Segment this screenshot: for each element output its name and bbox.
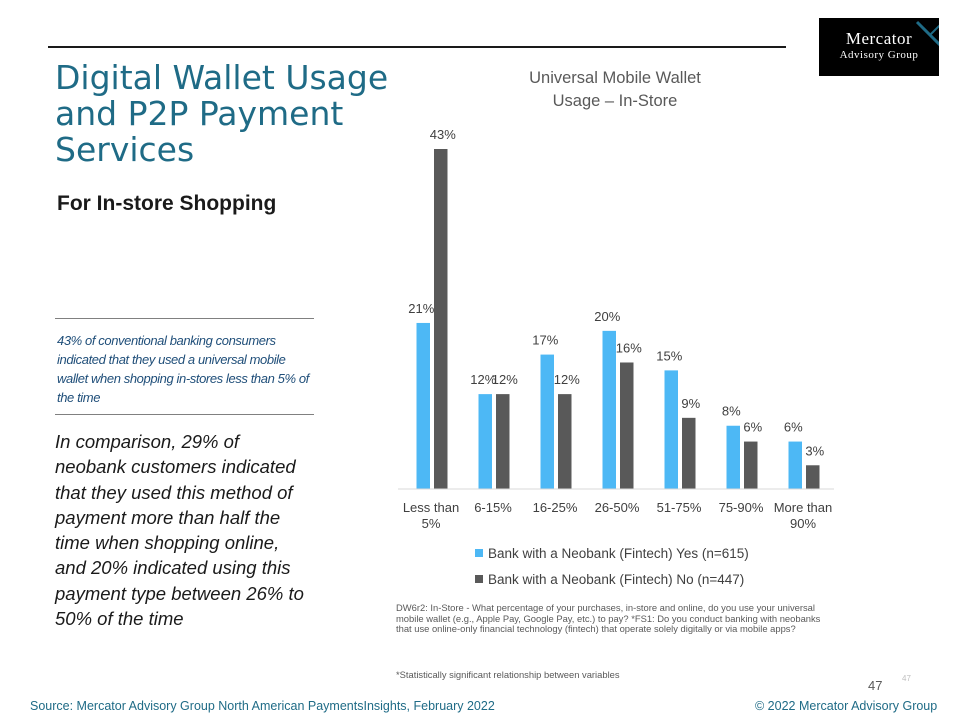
data-label-yes-5: 8% [722, 404, 741, 419]
bar-no-3 [620, 362, 634, 489]
data-label-no-0: 43% [430, 127, 456, 142]
data-label-no-3: 16% [616, 340, 642, 355]
x-tick-labels: Less than 5% 6-15% 16-25% 26-50% 51-75% 75-90%… [403, 500, 832, 531]
chart-title-line: Usage – In-Store [553, 92, 678, 110]
bar-no-5 [744, 441, 758, 489]
callout-bottom-rule [55, 414, 314, 415]
bar-no-6 [806, 465, 820, 489]
bar-yes-1 [478, 394, 492, 489]
bars-layer [416, 149, 820, 489]
data-label-no-5: 6% [743, 420, 762, 435]
comparison-text: In comparison, 29% of neobank customers … [55, 431, 304, 630]
data-label-no-1: 12% [492, 372, 518, 387]
page-title: Digital Wallet Usage and P2P Payment Ser… [55, 58, 389, 169]
data-label-no-2: 12% [554, 372, 580, 387]
legend-label-0: Bank with a Neobank (Fintech) Yes (n=615… [488, 546, 749, 561]
copyright-note: © 2022 Mercator Advisory Group [755, 699, 938, 713]
significance-footnote: *Statistically significant relationship … [396, 669, 620, 680]
chart-title: Universal Mobile Wallet Usage – In-Store [529, 69, 701, 110]
legend-swatch-0 [475, 549, 483, 557]
bar-no-4 [682, 417, 696, 489]
bar-yes-2 [540, 354, 554, 489]
data-label-yes-0: 21% [408, 301, 434, 316]
page-subtitle: For In-store Shopping [57, 192, 277, 215]
bar-yes-4 [664, 370, 678, 489]
data-label-yes-1: 12% [470, 372, 496, 387]
mercator-logo: Mercator Advisory Group [819, 18, 939, 76]
bar-no-2 [558, 394, 572, 489]
x-tick-label-0: Less than 5% [403, 500, 459, 531]
x-tick-label-5: 75-90% [719, 500, 764, 515]
source-note: Source: Mercator Advisory Group North Am… [30, 699, 495, 713]
data-label-yes-4: 15% [656, 348, 682, 363]
logo-line-1: Mercator [845, 29, 913, 48]
data-label-no-4: 9% [681, 396, 700, 411]
bar-yes-5 [726, 425, 740, 489]
data-label-yes-3: 20% [594, 309, 620, 324]
legend-swatch-1 [475, 575, 483, 583]
bar-no-0 [434, 149, 448, 489]
legend: Bank with a Neobank (Fintech) Yes (n=615… [475, 546, 749, 587]
chart-title-line: Universal Mobile Wallet [529, 69, 701, 87]
logo-line-2: Advisory Group [839, 49, 919, 61]
page-number-small: 47 [902, 674, 911, 683]
data-label-yes-6: 6% [784, 420, 803, 435]
x-tick-label-1: 6-15% [474, 500, 512, 515]
x-tick-label-4: 51-75% [657, 500, 702, 515]
x-tick-label-6: More than 90% [774, 500, 833, 531]
data-labels-layer: 21%43%12%12%17%12%20%16%15%9%8%6% 6%3% [408, 127, 824, 458]
data-label-no-6: 3% [805, 443, 824, 458]
bar-yes-6 [788, 441, 802, 489]
callout-top-rule [55, 318, 314, 319]
data-label-yes-2: 17% [532, 333, 558, 348]
legend-label-1: Bank with a Neobank (Fintech) No (n=447) [488, 572, 744, 587]
page-number: 47 [868, 678, 883, 693]
survey-footnote: DW6r2: In-Store - What percentage of you… [396, 602, 821, 634]
bar-no-1 [496, 394, 510, 489]
top-rule [48, 46, 786, 48]
bar-yes-0 [416, 322, 430, 489]
x-tick-label-3: 26-50% [595, 500, 640, 515]
bar-yes-3 [602, 330, 616, 489]
logo-swoosh-icon [915, 20, 939, 47]
callout-text: 43% of conventional banking consumers in… [57, 333, 309, 405]
x-tick-label-2: 16-25% [533, 500, 578, 515]
